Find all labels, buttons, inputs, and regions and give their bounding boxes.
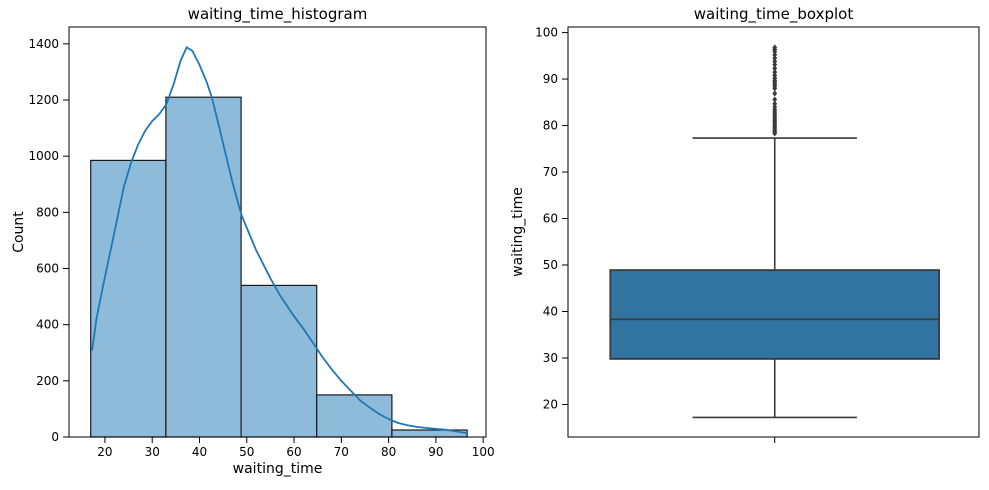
x-tick-label: 40 (192, 445, 207, 459)
y-tick-label: 90 (543, 72, 558, 86)
histogram-bar (240, 284, 318, 438)
y-tick-label: 400 (36, 318, 59, 332)
y-tick-label: 30 (543, 351, 558, 365)
boxplot-plot: 20 30 40 50 60 70 80 90 100 (535, 26, 980, 443)
histogram-title: waiting_time_histogram (187, 5, 368, 23)
y-tick-label: 70 (543, 165, 558, 179)
histogram-bar (90, 159, 167, 438)
outlier-diamond (772, 55, 778, 62)
outlier-diamond (772, 58, 778, 65)
outlier-points (772, 44, 778, 137)
boxplot-title: waiting_time_boxplot (693, 5, 854, 23)
outlier-diamond (772, 72, 778, 79)
x-tick-label: 60 (286, 445, 301, 459)
x-tick-label: 70 (334, 445, 349, 459)
boxplot-axes-frame (567, 26, 980, 438)
x-tick-label: 20 (97, 445, 112, 459)
y-tick-label: 60 (543, 212, 558, 226)
kde-curve (91, 46, 468, 435)
histogram-bars (90, 96, 468, 438)
x-tick-label: 80 (381, 445, 396, 459)
outlier-diamond (772, 51, 778, 58)
y-tick-label: 1200 (28, 93, 59, 107)
x-tick-label: 30 (145, 445, 160, 459)
x-tick-label: 50 (239, 445, 254, 459)
outlier-diamond (772, 61, 778, 68)
y-tick-label: 1400 (28, 37, 59, 51)
outlier-diamond (772, 44, 778, 51)
y-tick-label: 200 (36, 374, 59, 388)
outlier-diamond (772, 90, 778, 97)
y-tick-label: 100 (535, 26, 558, 40)
box (609, 269, 940, 360)
y-tick-label: 80 (543, 119, 558, 133)
x-tick-label: 90 (428, 445, 443, 459)
outlier-diamond (772, 65, 778, 72)
outlier-diamond (772, 103, 778, 111)
outlier-diamond (772, 100, 778, 107)
y-tick-label: 800 (36, 205, 59, 219)
y-tick-label: 40 (543, 304, 558, 318)
y-tick-label: 1000 (28, 149, 59, 163)
histogram-plot: 20 30 40 50 60 70 80 90 100020040060080010001200… (28, 26, 495, 459)
outlier-diamond (772, 96, 778, 103)
outlier-diamond (772, 68, 778, 76)
y-tick-label: 600 (36, 262, 59, 276)
histogram-x-axis-label: waiting_time (232, 461, 323, 477)
y-tick-label: 0 (51, 430, 59, 444)
y-tick-label: 20 (543, 397, 558, 411)
x-tick-label: 100 (472, 445, 495, 459)
histogram-bar (316, 394, 393, 438)
y-tick-label: 50 (543, 258, 558, 272)
histogram-axes-frame (68, 26, 487, 438)
histogram-bar (165, 96, 242, 438)
